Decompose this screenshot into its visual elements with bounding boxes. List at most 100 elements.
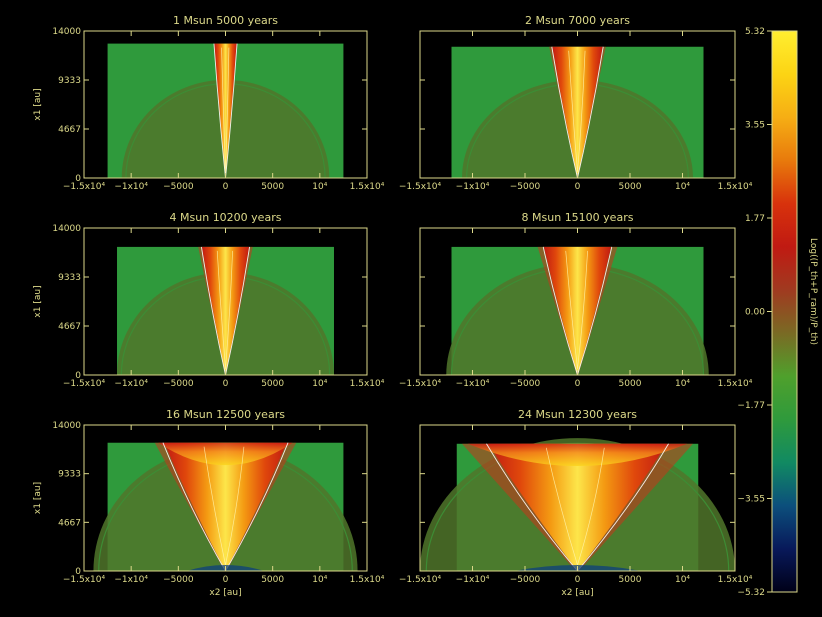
- x-tick-label: 1.5x10⁴: [350, 575, 385, 585]
- x-tick-label: −5000: [510, 575, 541, 585]
- x-tick-label: 1.5x10⁴: [718, 575, 753, 585]
- jet-cone: [488, 443, 667, 571]
- colorbar-tick-label: −5.32: [737, 588, 765, 598]
- x-tick-label: 5000: [261, 182, 284, 192]
- bow-shell-edge: [425, 442, 730, 571]
- y-tick-label: 4667: [58, 125, 81, 135]
- colorbar-tick-label: 0.00: [745, 308, 765, 318]
- contour-right: [577, 46, 604, 178]
- colorbar-tick-label: 3.55: [745, 121, 765, 131]
- colorbar: 5.32 3.55 1.77 0.00 −1.77 −3.55 −5.32 Log((P_th…: [737, 27, 818, 598]
- panel-title: 4 Msun 10200 years: [170, 211, 282, 224]
- x-tick-label: −5000: [163, 379, 194, 389]
- contour-right: [225, 442, 289, 571]
- contour-left: [486, 443, 578, 571]
- x-tick-label: 10⁴: [312, 182, 327, 192]
- contour-inner: [221, 47, 230, 173]
- x-tick-label: 5000: [261, 575, 284, 585]
- x-tick-label: −5000: [163, 575, 194, 585]
- y-tick-label: 0: [75, 371, 81, 381]
- x-tick-label: −1x10⁴: [114, 182, 148, 192]
- panel-5: −1.5x10⁴ −1x10⁴ −5000 0 5000 10⁴ 1.5x10⁴ 0 4667 9…: [33, 408, 385, 598]
- x-tick-label: 5000: [619, 575, 642, 585]
- colorbar-tick-label: −3.55: [737, 495, 765, 505]
- y-axis-label: x1 [au]: [33, 88, 43, 120]
- y-tick-label: 0: [75, 567, 81, 577]
- x-tick-label: 10⁴: [675, 575, 690, 585]
- x-tick-label: 0: [223, 575, 229, 585]
- x-tick-label: 10⁴: [675, 182, 690, 192]
- y-tick-label: 9333: [58, 470, 81, 480]
- x-tick-label: −1x10⁴: [456, 379, 490, 389]
- x-tick-label: 10⁴: [675, 379, 690, 389]
- contour-inner: [568, 50, 586, 173]
- heatmap-field: [84, 31, 367, 178]
- jet-cone: [164, 442, 287, 571]
- x-tick-label: 10⁴: [312, 575, 327, 585]
- y-tick-label: 4667: [58, 518, 81, 528]
- shocked-cap: [467, 443, 688, 467]
- x-tick-label: −1x10⁴: [114, 575, 148, 585]
- y-tick-label: 0: [75, 174, 81, 184]
- x-tick-label: 0: [575, 379, 581, 389]
- y-tick-label: 14000: [52, 421, 81, 431]
- y-axis-label: x1 [au]: [33, 285, 43, 317]
- contour-left: [162, 442, 226, 571]
- contour-inner: [545, 447, 605, 566]
- y-axis-label: x1 [au]: [33, 482, 43, 514]
- colorbar-label: Log((P_th+P_ram)/P_th): [808, 238, 818, 345]
- x-tick-label: −1.5x10⁴: [399, 575, 442, 585]
- jet-cone: [214, 43, 237, 178]
- heatmap-field: [420, 228, 735, 375]
- contour-right: [225, 43, 238, 178]
- heatmap-field: [420, 31, 735, 178]
- contour-inner: [565, 250, 588, 370]
- panel-title: 2 Msun 7000 years: [525, 14, 630, 27]
- colorbar-tick-label: −1.77: [737, 401, 765, 411]
- panels: −1.5x10⁴ −1x10⁴ −5000 0 5000 10⁴ 1.5x10⁴ 0 4667 9…: [33, 14, 753, 598]
- x-tick-label: 10⁴: [312, 379, 327, 389]
- y-tick-label: 9333: [58, 76, 81, 86]
- x-tick-label: −1.5x10⁴: [399, 182, 442, 192]
- contour-inner: [203, 446, 245, 566]
- x-tick-label: −1.5x10⁴: [63, 379, 106, 389]
- x-tick-label: 5000: [261, 379, 284, 389]
- x-tick-label: 1.5x10⁴: [718, 379, 753, 389]
- x-tick-label: 5000: [619, 182, 642, 192]
- x-tick-label: 0: [223, 379, 229, 389]
- x-tick-label: 0: [575, 575, 581, 585]
- panel-3: −1.5x10⁴ −1x10⁴ −5000 0 5000 10⁴ 1.5x10⁴ 0 4667 9…: [33, 211, 385, 389]
- shocked-cap: [158, 442, 293, 466]
- panel-1: −1.5x10⁴ −1x10⁴ −5000 0 5000 10⁴ 1.5x10⁴ 0 4667 9…: [33, 14, 385, 192]
- panel-2: −1.5x10⁴ −1x10⁴ −5000 0 5000 10⁴ 1.5x10⁴ 2 Msun…: [399, 14, 753, 192]
- x-tick-label: −1x10⁴: [114, 379, 148, 389]
- heatmap-field: [420, 425, 735, 571]
- heatmap-field: [84, 228, 367, 375]
- panel-title: 24 Msun 12300 years: [518, 408, 637, 421]
- contour-left: [542, 246, 578, 375]
- x-tick-label: 1.5x10⁴: [718, 182, 753, 192]
- y-tick-label: 4667: [58, 322, 81, 332]
- x-tick-label: 5000: [619, 379, 642, 389]
- x-tick-label: 0: [223, 182, 229, 192]
- contour-right: [577, 443, 669, 571]
- contour-left: [201, 246, 226, 375]
- panel-title: 16 Msun 12500 years: [166, 408, 285, 421]
- jet-cone: [552, 46, 603, 178]
- x-axis-label: x2 [au]: [209, 588, 241, 598]
- x-tick-label: −1x10⁴: [456, 575, 490, 585]
- panel-title: 8 Msun 15100 years: [522, 211, 634, 224]
- x-tick-label: −1.5x10⁴: [399, 379, 442, 389]
- y-tick-label: 14000: [52, 224, 81, 234]
- x-tick-label: −1.5x10⁴: [63, 575, 106, 585]
- x-tick-label: −5000: [510, 182, 541, 192]
- x-axis-label: x2 [au]: [561, 588, 593, 598]
- x-tick-label: −1x10⁴: [456, 182, 490, 192]
- x-tick-label: −5000: [510, 379, 541, 389]
- jet-cone: [543, 246, 612, 375]
- x-tick-label: −1.5x10⁴: [63, 182, 106, 192]
- contour-right: [577, 246, 613, 375]
- y-tick-label: 9333: [58, 273, 81, 283]
- jet-cone: [201, 246, 250, 375]
